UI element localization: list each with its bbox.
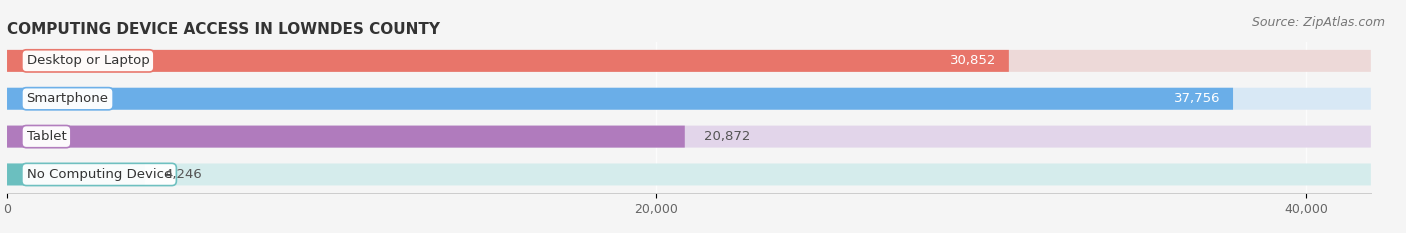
Text: Source: ZipAtlas.com: Source: ZipAtlas.com — [1251, 16, 1385, 29]
Text: No Computing Device: No Computing Device — [27, 168, 172, 181]
Text: Smartphone: Smartphone — [27, 92, 108, 105]
FancyBboxPatch shape — [7, 50, 1010, 72]
Text: 30,852: 30,852 — [949, 54, 995, 67]
Text: 20,872: 20,872 — [704, 130, 751, 143]
FancyBboxPatch shape — [7, 164, 145, 185]
FancyBboxPatch shape — [7, 88, 1233, 110]
Text: COMPUTING DEVICE ACCESS IN LOWNDES COUNTY: COMPUTING DEVICE ACCESS IN LOWNDES COUNT… — [7, 22, 440, 37]
FancyBboxPatch shape — [7, 50, 1371, 72]
FancyBboxPatch shape — [7, 126, 685, 147]
Text: Tablet: Tablet — [27, 130, 66, 143]
FancyBboxPatch shape — [7, 88, 1371, 110]
FancyBboxPatch shape — [7, 164, 1371, 185]
Text: 37,756: 37,756 — [1174, 92, 1220, 105]
Text: 4,246: 4,246 — [165, 168, 202, 181]
Text: Desktop or Laptop: Desktop or Laptop — [27, 54, 149, 67]
FancyBboxPatch shape — [7, 126, 1371, 147]
